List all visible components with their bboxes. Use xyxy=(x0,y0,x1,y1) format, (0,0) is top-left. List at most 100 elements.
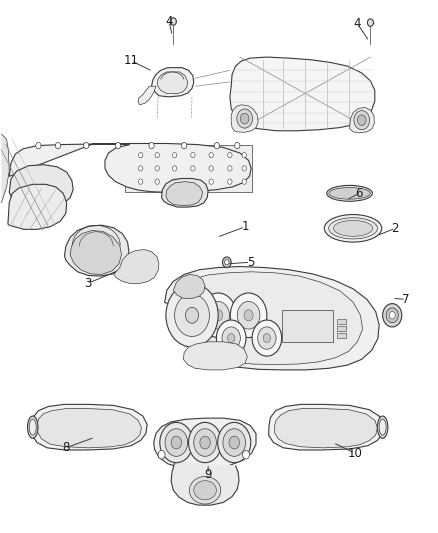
Circle shape xyxy=(258,327,276,349)
Circle shape xyxy=(155,152,159,158)
Circle shape xyxy=(194,429,216,456)
Text: 11: 11 xyxy=(124,54,138,67)
Circle shape xyxy=(242,166,247,171)
Polygon shape xyxy=(275,409,378,448)
Circle shape xyxy=(214,310,223,321)
Polygon shape xyxy=(9,143,251,192)
Ellipse shape xyxy=(28,416,38,438)
Circle shape xyxy=(209,179,213,184)
Circle shape xyxy=(216,320,246,356)
Polygon shape xyxy=(166,182,202,206)
Polygon shape xyxy=(1,134,9,203)
Circle shape xyxy=(185,308,198,323)
Circle shape xyxy=(182,142,187,149)
Circle shape xyxy=(200,293,237,337)
Circle shape xyxy=(227,334,235,343)
Circle shape xyxy=(242,152,247,158)
Circle shape xyxy=(225,260,229,265)
Circle shape xyxy=(175,294,209,336)
Circle shape xyxy=(138,179,143,184)
Bar xyxy=(337,333,346,338)
Ellipse shape xyxy=(29,419,36,435)
Circle shape xyxy=(237,109,253,128)
Circle shape xyxy=(242,179,247,184)
Polygon shape xyxy=(184,342,247,370)
Circle shape xyxy=(155,166,159,171)
Circle shape xyxy=(367,19,374,26)
Circle shape xyxy=(173,166,177,171)
Circle shape xyxy=(173,152,177,158)
Circle shape xyxy=(237,302,260,329)
Polygon shape xyxy=(37,409,141,448)
Circle shape xyxy=(240,114,249,124)
Polygon shape xyxy=(173,274,205,298)
Circle shape xyxy=(228,179,232,184)
Polygon shape xyxy=(157,72,187,94)
Circle shape xyxy=(191,179,195,184)
Ellipse shape xyxy=(328,217,378,239)
Circle shape xyxy=(214,142,219,149)
Bar xyxy=(282,310,333,342)
Circle shape xyxy=(55,142,60,149)
Polygon shape xyxy=(350,108,374,133)
Circle shape xyxy=(222,327,240,349)
Circle shape xyxy=(228,166,232,171)
Polygon shape xyxy=(268,405,384,450)
Circle shape xyxy=(218,422,251,463)
Polygon shape xyxy=(171,272,363,365)
Polygon shape xyxy=(138,86,156,105)
Ellipse shape xyxy=(379,419,386,435)
Circle shape xyxy=(170,18,177,25)
Circle shape xyxy=(383,304,402,327)
Ellipse shape xyxy=(189,477,221,504)
Ellipse shape xyxy=(329,188,370,199)
Circle shape xyxy=(223,429,246,456)
Circle shape xyxy=(354,111,370,130)
Polygon shape xyxy=(165,266,379,370)
Circle shape xyxy=(357,115,366,125)
Circle shape xyxy=(263,334,271,343)
Text: 5: 5 xyxy=(247,256,254,269)
Circle shape xyxy=(209,152,213,158)
Polygon shape xyxy=(154,418,256,469)
Circle shape xyxy=(166,284,218,347)
Circle shape xyxy=(188,422,222,463)
Circle shape xyxy=(252,320,282,356)
Polygon shape xyxy=(230,57,375,131)
Polygon shape xyxy=(8,184,67,229)
Text: 9: 9 xyxy=(205,468,212,481)
Circle shape xyxy=(138,166,143,171)
Polygon shape xyxy=(114,249,159,284)
Circle shape xyxy=(158,450,165,459)
Circle shape xyxy=(149,142,154,149)
Polygon shape xyxy=(231,105,258,132)
Circle shape xyxy=(229,436,240,449)
Ellipse shape xyxy=(194,481,216,500)
Circle shape xyxy=(84,142,89,149)
Circle shape xyxy=(191,152,195,158)
Circle shape xyxy=(207,302,230,329)
Text: 4: 4 xyxy=(165,15,173,28)
Circle shape xyxy=(200,436,210,449)
Circle shape xyxy=(243,450,250,459)
Text: 10: 10 xyxy=(347,447,362,459)
Text: 7: 7 xyxy=(403,293,410,306)
Circle shape xyxy=(386,308,398,322)
Circle shape xyxy=(171,436,182,449)
Circle shape xyxy=(228,152,232,158)
Circle shape xyxy=(116,142,120,149)
Polygon shape xyxy=(125,144,252,192)
Circle shape xyxy=(138,152,143,158)
Bar xyxy=(337,319,346,324)
Polygon shape xyxy=(70,230,121,274)
Circle shape xyxy=(160,422,193,463)
Polygon shape xyxy=(171,463,239,505)
Circle shape xyxy=(191,166,195,171)
Text: 4: 4 xyxy=(353,17,361,30)
Text: 1: 1 xyxy=(241,220,249,233)
Polygon shape xyxy=(31,405,147,450)
Polygon shape xyxy=(152,68,194,97)
Circle shape xyxy=(244,310,253,321)
Text: 3: 3 xyxy=(84,277,91,290)
Ellipse shape xyxy=(333,220,373,236)
